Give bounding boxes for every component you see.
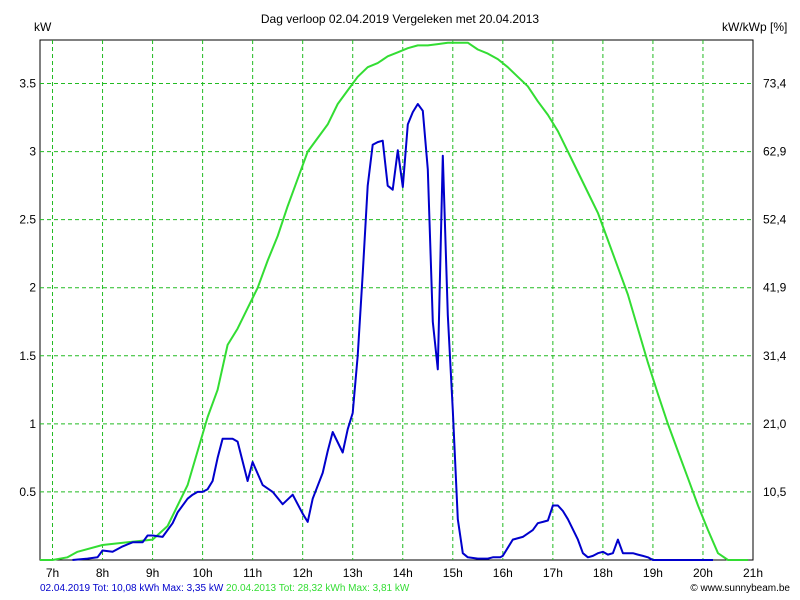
y-tick-label-left: 3.5	[19, 77, 36, 91]
y-axis-left-label: kW	[34, 20, 52, 34]
y-tick-label-right: 52,4	[763, 213, 787, 227]
y-tick-label-right: 31,4	[763, 349, 787, 363]
y-tick-label-right: 10,5	[763, 485, 787, 499]
series-lines	[40, 41, 748, 561]
x-tick-label: 12h	[293, 566, 313, 580]
series-line-2019	[72, 103, 713, 561]
x-tick-label: 7h	[46, 566, 59, 580]
x-tick-label: 14h	[393, 566, 413, 580]
y-axis-right-label: kW/kWp [%]	[722, 20, 787, 34]
tick-labels: 7h 8h 9h 10h 11h 12h 13h 14h 15h 16h 17h 18h 19h 20h 2…	[19, 77, 786, 580]
y-tick-label-right: 73,4	[763, 77, 787, 91]
series-line-2013	[40, 41, 748, 561]
y-tick-label-left: 1.5	[19, 349, 36, 363]
y-tick-label-left: 2.5	[19, 213, 36, 227]
footer-summary: 02.04.2019 Tot: 10,08 kWh Max: 3,35 kW 2…	[40, 583, 409, 594]
footer-series1-summary: 02.04.2019 Tot: 10,08 kWh Max: 3,35 kW	[40, 583, 224, 594]
chart-title: Dag verloop 02.04.2019 Vergeleken met 20…	[261, 12, 540, 26]
x-tick-label: 19h	[643, 566, 663, 580]
plot-area	[39, 39, 754, 561]
x-tick-label: 8h	[96, 566, 109, 580]
y-tick-label-left: 2	[29, 281, 36, 295]
footer-series2-summary: 20.04.2013 Tot: 28,32 kWh Max: 3,81 kW	[226, 583, 410, 594]
x-tick-label: 20h	[693, 566, 713, 580]
y-tick-label-right: 41,9	[763, 281, 787, 295]
x-tick-label: 16h	[493, 566, 513, 580]
x-tick-label: 18h	[593, 566, 613, 580]
x-tick-label: 15h	[443, 566, 463, 580]
x-tick-label: 9h	[146, 566, 159, 580]
footer-copyright: © www.sunnybeam.be	[690, 583, 790, 594]
x-tick-label: 13h	[343, 566, 363, 580]
y-tick-label-left: 1	[29, 417, 36, 431]
x-tick-label: 17h	[543, 566, 563, 580]
y-tick-label-left: 3	[29, 145, 36, 159]
x-tick-label: 10h	[193, 566, 213, 580]
y-tick-label-right: 21,0	[763, 417, 787, 431]
x-tick-label: 21h	[743, 566, 763, 580]
x-tick-label: 11h	[243, 566, 262, 580]
y-tick-label-right: 62,9	[763, 145, 787, 159]
y-tick-label-left: 0.5	[19, 485, 36, 499]
